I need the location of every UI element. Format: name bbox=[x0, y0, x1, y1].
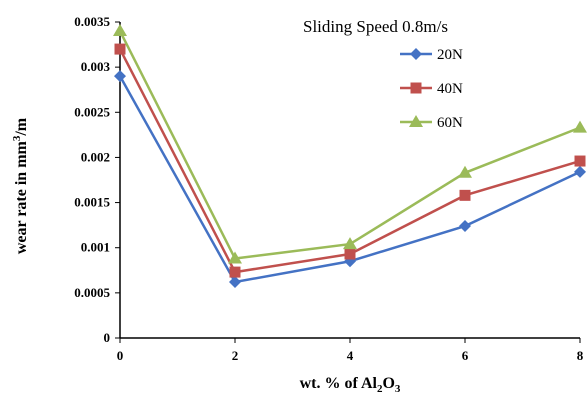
y-tick-label: 0.001 bbox=[81, 240, 110, 255]
data-point-60n bbox=[458, 165, 472, 178]
x-tick-label: 6 bbox=[462, 348, 469, 363]
data-point-40n bbox=[574, 155, 586, 167]
x-axis-label: wt. % of Al2O3 bbox=[300, 375, 401, 395]
legend-marker-60n bbox=[409, 115, 423, 127]
legend-label-20n: 20N bbox=[437, 47, 463, 63]
x-ticks: 0 2 4 6 8 bbox=[117, 338, 584, 363]
data-point-40n bbox=[344, 248, 356, 260]
series-40n bbox=[114, 43, 586, 278]
data-point-20n bbox=[114, 70, 126, 83]
x-tick-label: 0 bbox=[117, 348, 124, 363]
data-point-60n bbox=[113, 24, 127, 37]
legend-title: Sliding Speed 0.8m/s bbox=[303, 17, 448, 36]
y-tick-label: 0 bbox=[104, 330, 111, 345]
data-point-40n bbox=[114, 43, 126, 55]
x-tick-label: 8 bbox=[577, 348, 584, 363]
data-point-60n bbox=[573, 120, 587, 133]
y-ticks: 0 0.0005 0.001 0.0015 0.002 0.0025 0.003 0.0035 bbox=[74, 14, 120, 345]
y-tick-label: 0.0035 bbox=[74, 14, 110, 29]
data-point-20n bbox=[459, 220, 471, 233]
y-tick-label: 0.0015 bbox=[74, 195, 110, 210]
x-tick-label: 4 bbox=[347, 348, 354, 363]
data-point-60n bbox=[228, 251, 242, 264]
legend: 20N 40N 60N bbox=[400, 47, 463, 131]
axes bbox=[119, 22, 580, 339]
y-axis-label: wear rate in mm3/m bbox=[11, 117, 30, 254]
legend-label-40n: 40N bbox=[437, 81, 463, 97]
y-tick-label: 0.002 bbox=[81, 149, 110, 164]
data-point-20n bbox=[574, 165, 586, 178]
data-point-40n bbox=[229, 266, 241, 278]
data-point-60n bbox=[343, 237, 357, 250]
y-tick-label: 0.003 bbox=[81, 59, 111, 74]
legend-marker-20n bbox=[410, 48, 422, 60]
series-60n bbox=[113, 24, 587, 264]
legend-label-60n: 60N bbox=[437, 115, 463, 131]
y-tick-label: 0.0025 bbox=[74, 104, 110, 119]
data-point-40n bbox=[459, 189, 471, 201]
legend-marker-40n bbox=[410, 82, 422, 94]
x-tick-label: 2 bbox=[232, 348, 239, 363]
series-group bbox=[113, 24, 587, 289]
series-line-60n bbox=[118, 30, 581, 260]
data-point-20n bbox=[229, 276, 241, 289]
y-tick-label: 0.0005 bbox=[74, 285, 110, 300]
